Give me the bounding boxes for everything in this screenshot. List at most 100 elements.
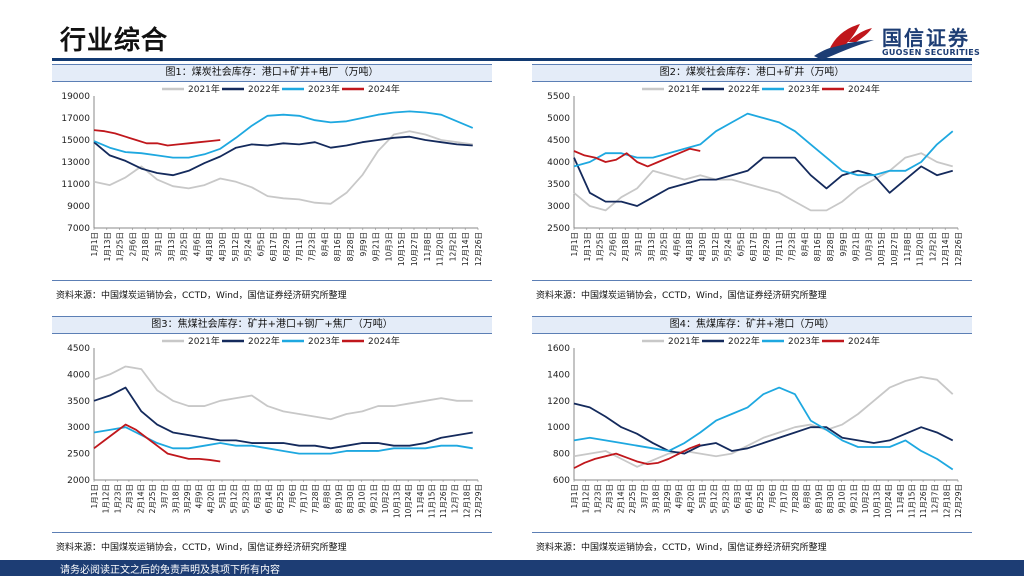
- guosen-logo-icon: [814, 24, 874, 60]
- x-tick-label: 6月14日: [265, 484, 274, 513]
- x-tick-label: 12月26日: [474, 232, 483, 266]
- chart-panel-4: 图4：焦煤库存：矿井+港口（万吨） 600 800 1000 1200 1400 1600…: [532, 316, 972, 554]
- x-tick-label: 4月18日: [685, 232, 694, 261]
- x-tick-label: 12月7日: [931, 484, 940, 513]
- x-tick-label: 10月24日: [884, 484, 893, 518]
- x-tick-label: 1月13日: [103, 232, 112, 261]
- x-tick-label: 1月1日: [570, 232, 579, 257]
- line-chart-coal-port-mine-inventory: 2500 3000 3500 4000 4500 5000 5500 1月1日 1月13日 1月2…: [547, 83, 963, 266]
- x-tick-label: 11月4日: [416, 484, 425, 513]
- y-tick-label: 600: [553, 476, 570, 486]
- y-tick-label: 7000: [67, 224, 90, 234]
- x-tick-label: 4月30日: [218, 232, 227, 261]
- x-tick-label: 1月1日: [90, 484, 99, 509]
- x-tick-label: 12月29日: [474, 484, 483, 518]
- x-tick-label: 9月21日: [849, 484, 858, 513]
- x-tick-label: 6月5日: [736, 232, 745, 257]
- x-tick-label: 3月25日: [180, 232, 189, 261]
- x-tick-label: 10月13日: [873, 484, 882, 518]
- y-tick-label: 2500: [547, 224, 570, 234]
- x-tick-label: 8月8日: [803, 484, 812, 509]
- x-tick-label: 4月18日: [205, 232, 214, 261]
- x-tick-label: 8月19日: [814, 484, 823, 513]
- x-tick-label: 12月26日: [954, 232, 963, 266]
- x-tick-label: 9月10日: [838, 484, 847, 513]
- x-tick-label: 10月2日: [861, 484, 870, 513]
- x-tick-label: 8月30日: [826, 484, 835, 513]
- series-line-2022年: [573, 156, 953, 207]
- x-tick-label: 11月20日: [436, 232, 445, 266]
- x-tick-label: 11月15日: [907, 484, 916, 518]
- y-tick-label: 3000: [547, 202, 570, 212]
- y-tick-label: 5500: [547, 92, 570, 102]
- series-line-2023年: [93, 110, 474, 159]
- x-tick-label: 7月28日: [311, 484, 320, 513]
- x-tick-label: 12月14日: [461, 232, 470, 266]
- x-tick-label: 4月6日: [672, 232, 681, 257]
- legend-label: 2023年: [308, 83, 340, 95]
- footer-bar: 请务必阅读正文之后的免责声明及其项下所有内容: [0, 560, 1024, 576]
- x-tick-label: 10月15日: [397, 232, 406, 266]
- y-tick-label: 5000: [547, 114, 570, 124]
- y-tick-label: 2000: [67, 476, 90, 486]
- x-tick-label: 8月19日: [334, 484, 343, 513]
- x-tick-label: 8月28日: [826, 232, 835, 261]
- x-tick-label: 4月20日: [686, 484, 695, 513]
- y-tick-label: 9000: [67, 202, 90, 212]
- x-tick-label: 1月1日: [570, 484, 579, 509]
- x-tick-label: 5月12日: [230, 484, 239, 513]
- x-tick-label: 9月21日: [372, 232, 381, 261]
- x-tick-label: 9月21日: [852, 232, 861, 261]
- x-tick-label: 12月2日: [928, 232, 937, 261]
- series-line-2022年: [93, 386, 473, 450]
- x-tick-label: 8月30日: [346, 484, 355, 513]
- x-tick-label: 1月1日: [90, 232, 99, 257]
- x-tick-label: 12月14日: [941, 232, 950, 266]
- x-tick-label: 5月24日: [244, 232, 253, 261]
- x-tick-label: 10月24日: [404, 484, 413, 518]
- x-tick-label: 2月18日: [621, 232, 630, 261]
- x-tick-label: 3月18日: [171, 484, 180, 513]
- x-tick-label: 3月25日: [660, 232, 669, 261]
- x-tick-label: 5月23日: [721, 484, 730, 513]
- x-tick-label: 1月12日: [102, 484, 111, 513]
- x-tick-label: 7月6日: [288, 484, 297, 509]
- x-tick-label: 8月28日: [346, 232, 355, 261]
- series-line-2023年: [573, 112, 954, 177]
- x-tick-label: 11月26日: [919, 484, 928, 518]
- x-tick-label: 5月24日: [724, 232, 733, 261]
- x-tick-label: 1月25日: [596, 232, 605, 261]
- series-line-2024年: [573, 147, 701, 168]
- x-tick-label: 8月16日: [333, 232, 342, 261]
- x-tick-label: 3月29日: [183, 484, 192, 513]
- x-tick-label: 10月27日: [890, 232, 899, 266]
- x-tick-label: 12月18日: [942, 484, 951, 518]
- logo-name-en: GUOSEN SECURITIES: [882, 48, 981, 57]
- x-tick-label: 6月25日: [756, 484, 765, 513]
- x-tick-label: 10月3日: [384, 232, 393, 261]
- panel-divider: [52, 532, 492, 533]
- chart-source: 资料来源：中国煤炭运销协会，CCTD，Wind，国信证券经济研究所整理: [536, 291, 827, 301]
- y-tick-label: 3500: [67, 397, 90, 407]
- series-line-2024年: [93, 129, 221, 147]
- legend-label: 2022年: [728, 83, 760, 95]
- x-tick-label: 2月25日: [148, 484, 157, 513]
- x-tick-label: 5月1日: [698, 484, 707, 509]
- x-tick-label: 1月12日: [582, 484, 591, 513]
- x-tick-label: 4月6日: [192, 232, 201, 257]
- x-tick-label: 10月2日: [381, 484, 390, 513]
- series-line-2021年: [93, 130, 473, 205]
- x-tick-label: 1月23日: [113, 484, 122, 513]
- y-tick-label: 13000: [61, 158, 90, 168]
- series-line-2022年: [573, 402, 954, 455]
- chart-panel-3: 图3：焦煤社会库存：矿井+港口+钢厂+焦厂（万吨） 2000 2500 3000 35…: [52, 316, 492, 554]
- x-tick-label: 12月29日: [954, 484, 963, 518]
- y-tick-label: 4500: [547, 136, 570, 146]
- legend-label: 2022年: [248, 335, 280, 347]
- x-tick-label: 2月25日: [628, 484, 637, 513]
- x-tick-label: 3月7日: [640, 484, 649, 509]
- legend-label: 2022年: [248, 83, 280, 95]
- x-tick-label: 3月7日: [160, 484, 169, 509]
- chart-title: 图1：煤炭社会库存：港口+矿井+电厂（万吨）: [52, 64, 492, 82]
